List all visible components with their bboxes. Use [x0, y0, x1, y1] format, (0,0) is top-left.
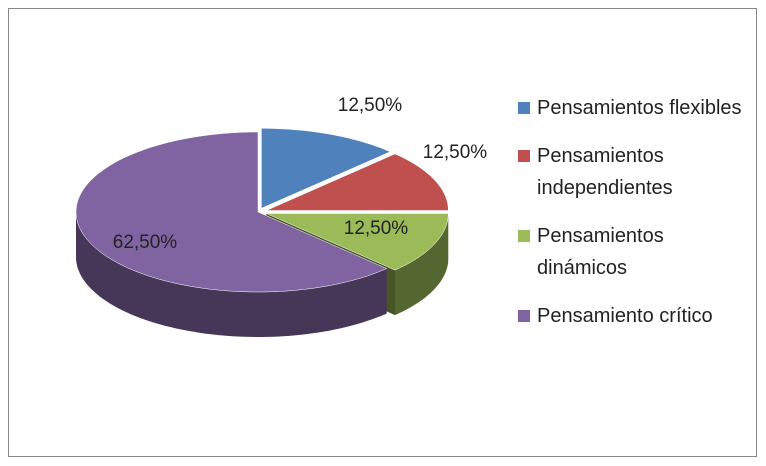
legend-swatch — [518, 310, 530, 322]
chart-frame — [8, 8, 757, 457]
legend-item: Pensamiento crítico — [518, 300, 750, 332]
legend-swatch — [518, 150, 530, 162]
data-label: 12,50% — [423, 142, 488, 163]
slice-side — [76, 212, 387, 337]
slice — [75, 131, 388, 293]
legend-item: Pensamientos dinámicos — [518, 220, 750, 284]
slice-side — [395, 213, 449, 316]
data-label: 62,50% — [113, 232, 178, 253]
legend-label: Pensamiento crítico — [537, 305, 713, 327]
data-label: 12,50% — [338, 95, 403, 116]
slice — [261, 128, 391, 209]
legend-label: Pensamientos flexibles — [537, 97, 742, 119]
slice — [266, 153, 449, 211]
legend: Pensamientos flexibles Pensamientos indep… — [518, 92, 750, 348]
data-label: 12,50% — [344, 218, 409, 239]
legend-swatch — [518, 230, 530, 242]
legend-item: Pensamientos independientes — [518, 140, 750, 204]
legend-item: Pensamientos flexibles — [518, 92, 750, 124]
legend-swatch — [518, 102, 530, 114]
legend-label: Pensamientos dinámicos — [537, 225, 664, 279]
slice — [266, 213, 449, 271]
legend-label: Pensamientos independientes — [537, 145, 673, 199]
